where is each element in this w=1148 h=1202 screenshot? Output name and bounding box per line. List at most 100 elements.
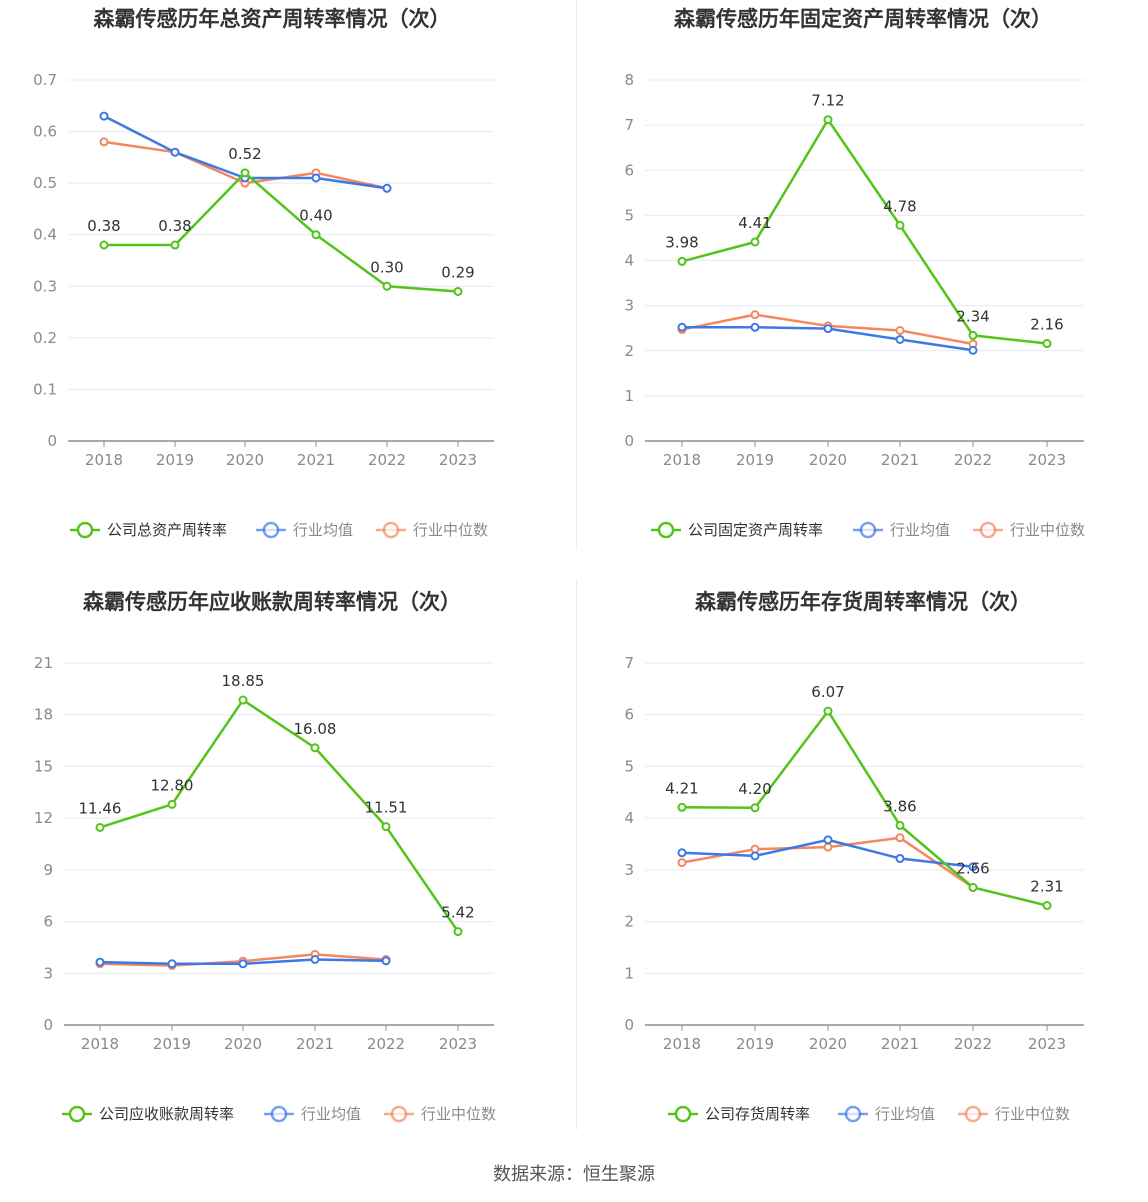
legend-item[interactable]: 行业中位数	[376, 521, 488, 539]
data-point	[382, 281, 392, 291]
y-tick-label: 0.5	[33, 174, 57, 192]
y-tick-label: 18	[34, 706, 53, 724]
legend-marker	[390, 1105, 408, 1123]
data-label: 6.07	[811, 683, 844, 701]
y-tick-label: 3	[43, 964, 53, 982]
data-point	[381, 822, 391, 832]
data-point	[895, 325, 905, 335]
legend-label: 行业均值	[301, 1105, 361, 1123]
y-tick-label: 3	[624, 297, 634, 315]
series-line	[104, 171, 459, 293]
legend-label: 公司总资产周转率	[107, 521, 227, 539]
data-label: 0.40	[299, 207, 332, 225]
data-label: 11.51	[365, 799, 408, 817]
x-tick-label: 2020	[226, 451, 264, 469]
y-tick-label: 0.7	[33, 71, 57, 89]
legend-label: 行业均值	[890, 521, 950, 539]
x-tick-label: 2021	[296, 1035, 334, 1053]
data-point	[895, 334, 905, 344]
chart-svg: 森霸传感历年总资产周转率情况（次） 0 0.1 0.2 0.3 0.4 0.5 0.6 0.7 2…	[33, 7, 494, 539]
chart-title: 森霸传感历年总资产周转率情况（次）	[94, 7, 451, 31]
legend-marker	[76, 521, 94, 539]
data-point	[1042, 901, 1052, 911]
x-tick-label: 2019	[736, 451, 774, 469]
data-point	[240, 168, 250, 178]
data-label: 0.38	[158, 217, 191, 235]
legend-label: 行业中位数	[1010, 521, 1085, 539]
x-tick-label: 2018	[663, 451, 701, 469]
y-tick-label: 0.3	[33, 277, 57, 295]
x-tick-label: 2022	[367, 1035, 405, 1053]
data-label: 5.42	[441, 904, 474, 922]
series-line	[681, 709, 1048, 907]
legend-marker	[262, 521, 280, 539]
y-tick-label: 4	[624, 809, 634, 827]
x-tick-label: 2018	[663, 1035, 701, 1053]
legend-label: 行业中位数	[413, 521, 488, 539]
legend-item[interactable]: 行业中位数	[958, 1105, 1070, 1123]
data-point	[99, 137, 109, 147]
data-label: 11.46	[79, 799, 122, 817]
legend-item[interactable]: 公司总资产周转率	[70, 521, 227, 539]
x-tick-label: 2019	[153, 1035, 191, 1053]
x-tick-label: 2021	[881, 451, 919, 469]
data-point	[95, 822, 105, 832]
legend-label: 行业均值	[875, 1105, 935, 1123]
data-label: 4.41	[738, 214, 771, 232]
legend-item[interactable]: 公司存货周转率	[668, 1105, 810, 1123]
y-tick-label: 7	[624, 116, 634, 134]
data-point	[895, 820, 905, 830]
data-point	[968, 345, 978, 355]
y-tick-label: 0.1	[33, 380, 57, 398]
data-point	[167, 799, 177, 809]
y-tick-label: 1	[624, 964, 634, 982]
legend-item[interactable]: 行业均值	[256, 521, 353, 539]
y-tick-label: 6	[624, 161, 634, 179]
data-point	[895, 853, 905, 863]
legend-item[interactable]: 行业均值	[264, 1105, 361, 1123]
legend-item[interactable]: 行业中位数	[384, 1105, 496, 1123]
y-tick-label: 3	[624, 861, 634, 879]
legend-item[interactable]: 行业均值	[838, 1105, 935, 1123]
legend-item[interactable]: 公司固定资产周转率	[651, 521, 823, 539]
data-source-note: 数据来源：恒生聚源	[493, 1164, 655, 1185]
x-tick-label: 2023	[1028, 1035, 1066, 1053]
chart-svg: 森霸传感历年固定资产周转率情况（次） 0 1 2 3 4 5 6 7 8 2018 2019 2020 2…	[624, 7, 1085, 539]
data-point	[453, 286, 463, 296]
x-tick-label: 2018	[81, 1035, 119, 1053]
data-point	[382, 183, 392, 193]
x-tick-label: 2018	[85, 451, 123, 469]
data-label: 2.34	[956, 307, 989, 325]
data-point	[238, 695, 248, 705]
data-point	[750, 803, 760, 813]
data-point	[238, 959, 248, 969]
x-tick-label: 2023	[1028, 451, 1066, 469]
legend-marker	[674, 1105, 692, 1123]
y-tick-label: 0.2	[33, 329, 57, 347]
x-tick-label: 2022	[368, 451, 406, 469]
y-tick-label: 7	[624, 654, 634, 672]
legend-item[interactable]: 行业中位数	[973, 521, 1085, 539]
y-tick-label: 2	[624, 913, 634, 931]
x-tick-label: 2023	[439, 1035, 477, 1053]
data-label: 2.66	[956, 859, 989, 877]
data-label: 4.21	[665, 779, 698, 797]
x-tick-label: 2022	[954, 451, 992, 469]
data-point	[823, 842, 833, 852]
data-label: 0.29	[441, 263, 474, 281]
data-label: 2.31	[1030, 878, 1063, 896]
legend-item[interactable]: 公司应收账款周转率	[62, 1105, 234, 1123]
y-tick-label: 0	[624, 1016, 634, 1034]
y-tick-label: 8	[624, 71, 634, 89]
x-tick-label: 2021	[881, 1035, 919, 1053]
data-point	[677, 256, 687, 266]
data-point	[750, 851, 760, 861]
data-point	[968, 330, 978, 340]
data-point	[310, 954, 320, 964]
data-label: 16.08	[294, 720, 337, 738]
legend-label: 公司存货周转率	[705, 1105, 810, 1123]
data-label: 0.52	[228, 145, 261, 163]
series-line	[99, 698, 460, 933]
legend-item[interactable]: 行业均值	[853, 521, 950, 539]
data-point	[895, 220, 905, 230]
